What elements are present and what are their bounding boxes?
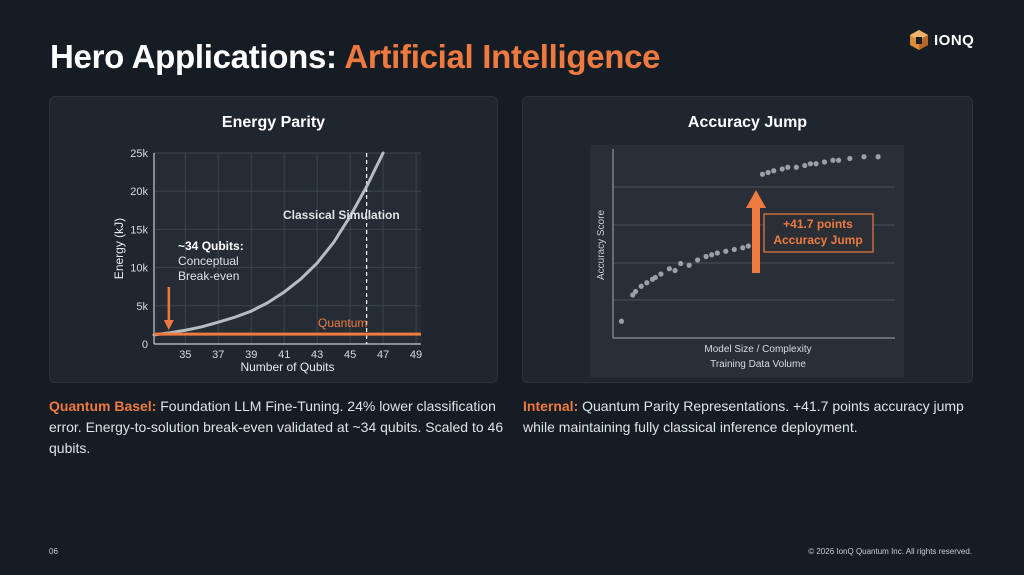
x-tick-label: 39	[245, 349, 257, 361]
scatter-point	[678, 260, 684, 267]
scatter-point	[802, 162, 808, 169]
breakeven-arrow-head	[163, 320, 174, 330]
y-axis-label: Energy (kJ)	[112, 218, 126, 279]
x-tick-label: 45	[344, 349, 356, 361]
accuracy-jump-panel: Accuracy Jump +41.7 points Accuracy Jump A…	[522, 96, 973, 383]
y-tick-label: 5k	[136, 301, 148, 313]
x-tick-label: 47	[377, 349, 389, 361]
scatter-point	[686, 262, 692, 268]
scatter-point	[813, 161, 819, 167]
logo-text: IONQ	[934, 31, 975, 49]
energy-parity-chart: 0 5k 10k 15k 20k 25k 35 37 39 41 43 45 47 49 Number of…	[112, 148, 422, 374]
x-tick-label: 43	[311, 349, 323, 361]
scatter-point	[836, 157, 842, 163]
scatter-point	[785, 164, 791, 170]
callout-box	[763, 213, 874, 253]
scatter-point	[644, 280, 650, 286]
scatter-point	[740, 245, 746, 251]
scatter-point	[821, 159, 828, 165]
accuracy-jump-title: Accuracy Jump	[687, 114, 808, 131]
energy-parity-panel: Energy Parity 0 5k 10k 15k 20k 25k 35 37 39 41 43 4…	[49, 96, 498, 383]
scatter-point	[771, 168, 777, 174]
y-tick-label: 25k	[130, 148, 148, 160]
chart-image-area	[590, 145, 904, 377]
classical-simulation-label: Classical Simulation	[283, 208, 400, 222]
copyright-notice: © 2026 IonQ Quantum Inc. All rights rese…	[808, 547, 972, 556]
y-axis-label: Accuracy Score	[596, 210, 607, 280]
quantum-label: Quantum	[318, 316, 367, 330]
scatter-point	[779, 166, 785, 172]
title-main: Hero Applications:	[50, 38, 337, 75]
x-tick-label: 41	[278, 349, 290, 361]
scatter-point	[703, 253, 709, 260]
scatter-point	[807, 161, 813, 167]
scatter-point	[745, 243, 751, 249]
scatter-point	[630, 292, 636, 298]
scatter-point	[765, 169, 771, 176]
scatter-point	[666, 266, 672, 272]
title-accent: Artificial Intelligence	[344, 38, 661, 75]
plot-area	[154, 153, 421, 344]
left-caption-highlight: Quantum Basel:	[49, 398, 157, 414]
scatter-point	[793, 164, 799, 170]
scatter-point	[632, 288, 639, 295]
scatter-point	[672, 267, 678, 274]
callout-line-2: Accuracy Jump	[773, 233, 862, 247]
y-tick-label: 10k	[130, 263, 148, 275]
scatter-point	[830, 157, 836, 163]
page-number: 06	[49, 547, 58, 556]
right-caption-highlight: Internal:	[523, 398, 579, 414]
accuracy-jump-arrow-head	[746, 190, 766, 208]
classical-simulation-line	[152, 151, 385, 337]
company-logo: IONQ	[909, 29, 974, 51]
x-axis-label-secondary: Training Data Volume	[710, 359, 806, 370]
x-axis-label: Model Size / Complexity	[704, 344, 811, 355]
scatter-point	[861, 154, 867, 160]
right-caption: Internal: Quantum Parity Representations…	[523, 396, 973, 438]
y-tick-label: 0	[142, 339, 148, 351]
callout-line-1: +41.7 points	[783, 217, 853, 231]
scatter-point	[695, 257, 701, 263]
page-title: Hero Applications: Artificial Intelligen…	[50, 38, 661, 76]
x-tick-label: 49	[410, 349, 422, 361]
scatter-point	[875, 154, 881, 160]
hexagon-logo-icon	[910, 30, 928, 50]
breakeven-line-2: Break-even	[178, 269, 239, 283]
breakeven-title: ~34 Qubits:	[178, 239, 244, 253]
scatter-point	[618, 318, 625, 324]
y-tick-label: 15k	[130, 224, 148, 236]
left-caption-text: Foundation LLM Fine-Tuning. 24% lower cl…	[49, 398, 504, 456]
scatter-point	[723, 248, 729, 254]
y-tick-label: 20k	[130, 186, 148, 198]
x-tick-label: 37	[212, 349, 224, 361]
scatter-point	[638, 283, 644, 289]
scatter-point	[731, 246, 737, 253]
scatter-point	[709, 252, 715, 258]
right-caption-text: Quantum Parity Representations. +41.7 po…	[523, 398, 964, 435]
scatter-point	[658, 271, 664, 277]
scatter-point	[847, 155, 853, 162]
scatter-point	[759, 171, 766, 177]
accuracy-jump-arrow-shaft	[752, 207, 760, 273]
accuracy-jump-chart: +41.7 points Accuracy Jump Accuracy Score M…	[590, 145, 904, 377]
left-caption: Quantum Basel: Foundation LLM Fine-Tunin…	[49, 396, 509, 459]
energy-parity-title: Energy Parity	[221, 114, 326, 131]
x-tick-label: 35	[179, 349, 191, 361]
breakeven-line-1: Conceptual	[178, 254, 239, 268]
scatter-point	[652, 274, 658, 281]
x-axis-label: Number of Qubits	[240, 360, 334, 374]
scatter-point	[714, 250, 720, 256]
